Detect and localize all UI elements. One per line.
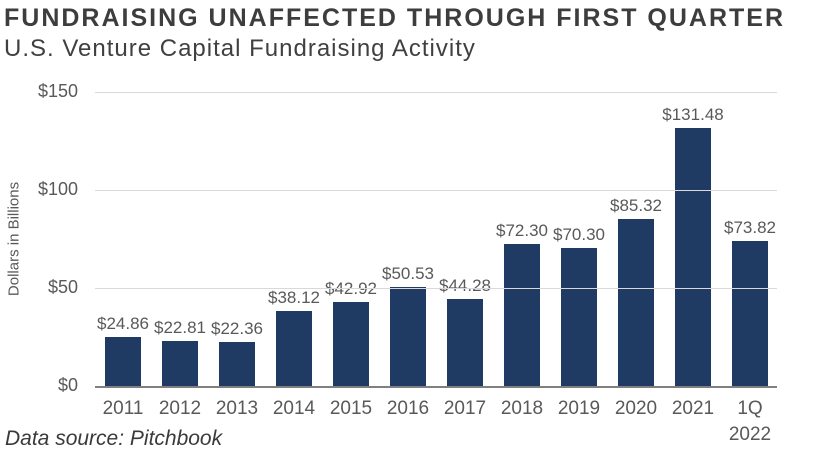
- bar-2015: $42.92: [325, 279, 377, 386]
- x-tick-2018: 2018: [500, 398, 544, 419]
- bar-2018: $72.30: [496, 221, 548, 386]
- bar-value-label: $50.53: [382, 263, 434, 283]
- x-tick-2020: 2020: [614, 398, 658, 419]
- chart-subtitle: U.S. Venture Capital Fundraising Activit…: [4, 35, 476, 62]
- bar-2017: $44.28: [439, 276, 491, 386]
- x-axis-labels: 2011 2012 2013 2014 2015 2016 2017 2018 2019 2020…: [95, 396, 777, 445]
- bar-2020: $85.32: [610, 196, 662, 386]
- x-tick-2017: 2017: [443, 398, 487, 419]
- x-tick-2019: 2019: [557, 398, 601, 419]
- gridline: [95, 190, 777, 191]
- y-axis-ticks: $0 $50 $100 $150: [0, 81, 80, 395]
- x-tick-2021: 2021: [671, 398, 715, 419]
- bar-2012: $22.81: [154, 318, 206, 386]
- x-tick-2013: 2013: [215, 398, 259, 419]
- gridline: [95, 92, 777, 93]
- chart-title: FUNDRAISING UNAFFECTED THROUGH FIRST QUA…: [4, 4, 786, 32]
- bar-2021: $131.48: [662, 105, 724, 386]
- bar-value-label: $85.32: [610, 195, 662, 215]
- x-tick-2012: 2012: [158, 398, 202, 419]
- bar-value-label: $38.12: [268, 288, 320, 308]
- bar-value-label: $73.82: [724, 218, 776, 238]
- y-tick-label: $50: [47, 277, 78, 297]
- bar-1q-2022: $73.82: [724, 218, 776, 386]
- bar-value-label: $44.28: [439, 276, 491, 296]
- x-tick-1q-2022: 1Q 2022: [728, 398, 772, 445]
- x-tick-2015: 2015: [329, 398, 373, 419]
- x-tick-2014: 2014: [272, 398, 316, 419]
- data-source-note: Data source: Pitchbook: [5, 427, 223, 450]
- bar-value-label: $131.48: [662, 105, 724, 125]
- x-tick-2011: 2011: [102, 398, 144, 419]
- bar-2019: $70.30: [553, 225, 605, 386]
- gridline: [95, 288, 777, 289]
- bar-series: $24.86 $22.81 $22.36 $38.12 $42.92 $50.53 $44.…: [95, 92, 777, 386]
- y-tick-label: $100: [37, 179, 78, 199]
- bar-2016: $50.53: [382, 264, 434, 386]
- bar-value-label: $72.30: [496, 221, 548, 241]
- bar-value-label: $70.30: [553, 225, 605, 245]
- bar-value-label: $22.81: [154, 318, 206, 338]
- bar-2014: $38.12: [268, 288, 320, 386]
- bar-value-label: $22.36: [211, 319, 263, 339]
- bar-value-label: $24.86: [97, 314, 149, 334]
- y-tick-label: $150: [37, 81, 78, 101]
- bar-2011: $24.86: [97, 314, 149, 386]
- bar-2013: $22.36: [211, 319, 263, 386]
- y-tick-label: $0: [57, 375, 78, 395]
- x-tick-2016: 2016: [386, 398, 430, 419]
- plot-area: $24.86 $22.81 $22.36 $38.12 $42.92 $50.53 $44.…: [95, 92, 777, 388]
